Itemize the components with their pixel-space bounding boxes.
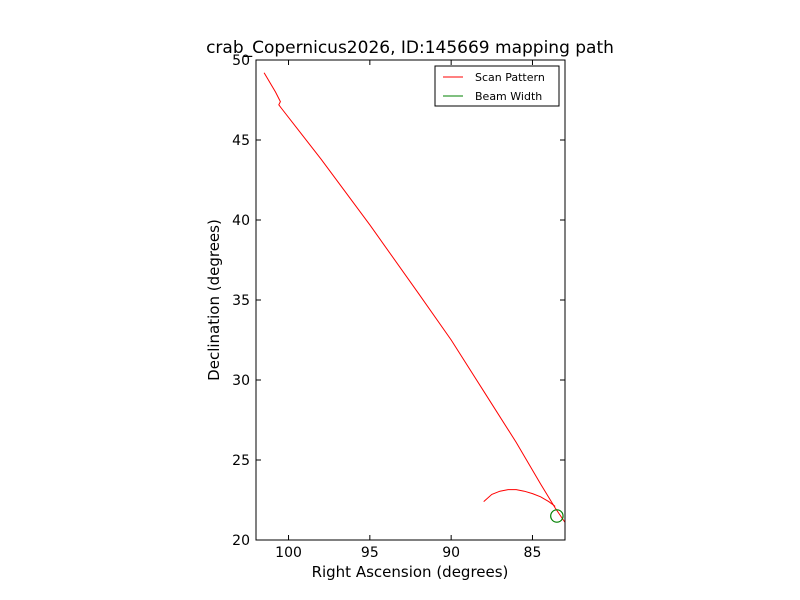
y-tick-label: 45 bbox=[232, 133, 250, 149]
series-line-1 bbox=[483, 489, 556, 507]
y-tick-label: 50 bbox=[232, 53, 250, 69]
legend-label-scan-pattern: Scan Pattern bbox=[475, 71, 545, 84]
y-tick-label: 30 bbox=[232, 373, 250, 389]
x-tick-label: 90 bbox=[442, 545, 460, 561]
y-tick-label: 20 bbox=[232, 533, 250, 549]
series-line-0 bbox=[263, 72, 566, 523]
x-tick-label: 100 bbox=[275, 545, 302, 561]
x-axis-label: Right Ascension (degrees) bbox=[312, 563, 509, 581]
x-tick-label: 95 bbox=[361, 545, 379, 561]
axes-frame bbox=[255, 59, 566, 541]
y-axis-label: Declination (degrees) bbox=[205, 219, 223, 381]
beam-width-circle bbox=[550, 509, 564, 523]
legend-box bbox=[434, 65, 560, 107]
plot-area: 100 95 90 85 20 25 30 35 40 45 50 bbox=[232, 53, 566, 561]
chart-title: crab_Copernicus2026, ID:145669 mapping p… bbox=[206, 38, 614, 58]
legend: Scan Pattern Beam Width bbox=[434, 65, 560, 107]
y-tick-label: 40 bbox=[232, 213, 250, 229]
legend-label-beam-width: Beam Width bbox=[475, 90, 542, 103]
y-tick-label: 35 bbox=[232, 293, 250, 309]
x-tick-label: 85 bbox=[524, 545, 542, 561]
y-tick-label: 25 bbox=[232, 453, 250, 469]
